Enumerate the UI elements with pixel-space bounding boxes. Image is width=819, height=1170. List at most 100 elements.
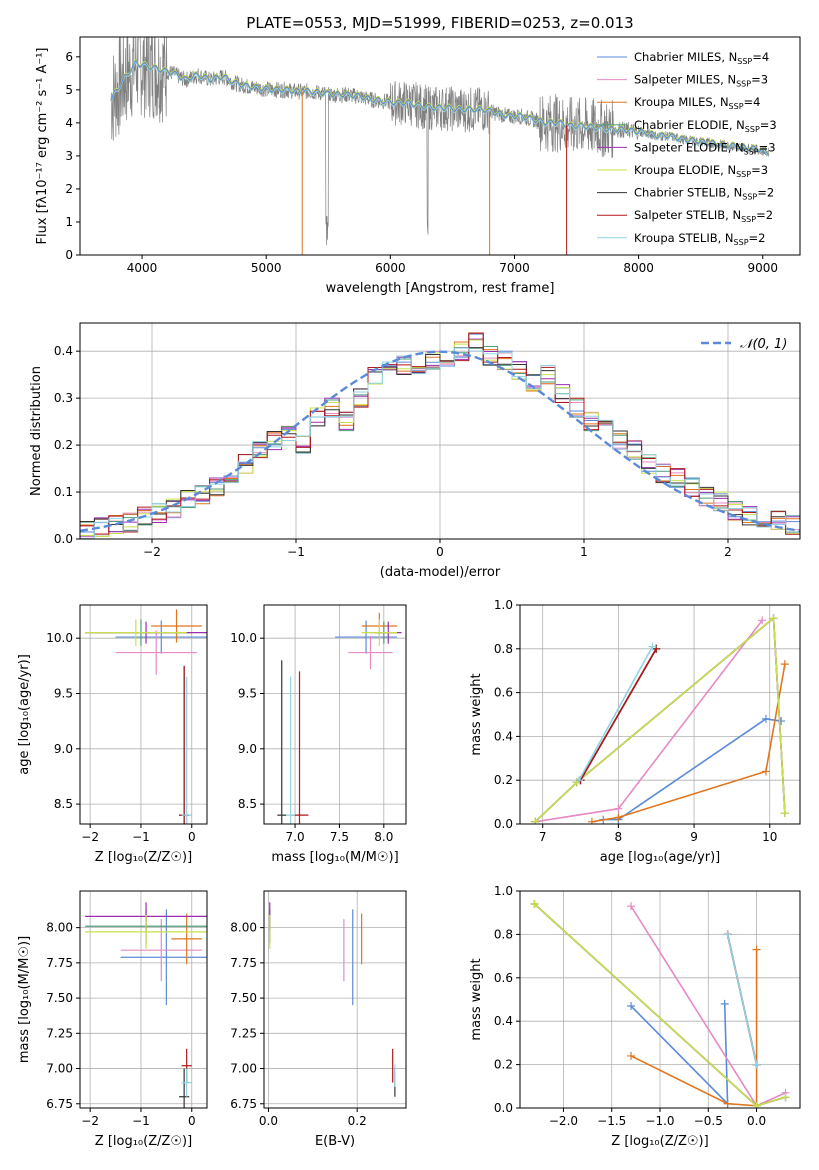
y-tick-label: 1.0: [494, 598, 513, 612]
x-axis-label: wavelength [Angstrom, rest frame]: [326, 281, 555, 296]
weight-marker-chabrier_miles: [761, 714, 770, 723]
y-tick-label: 7.50: [230, 991, 257, 1005]
weight-marker-kroupa_stelib: [752, 1060, 761, 1069]
y-tick-label: 0.2: [494, 773, 513, 787]
x-tick-label: 8: [615, 830, 623, 844]
y-tick-label: 9.0: [54, 742, 73, 756]
histogram-kroupa_stelib: [80, 347, 800, 539]
x-tick-label: 8000: [623, 261, 654, 275]
weight-line-kroupa_miles: [630, 949, 758, 1107]
x-tick-label: 6000: [375, 261, 406, 275]
y-tick-label: 0.6: [494, 971, 513, 985]
x-tick-label: −1: [132, 1114, 150, 1128]
y-tick-label: 0.2: [54, 438, 73, 452]
x-tick-label: 10: [762, 830, 777, 844]
x-tick-label: −1.0: [645, 1114, 674, 1128]
y-tick-label: 4: [65, 116, 73, 130]
weight-marker-kroupa_miles: [752, 945, 761, 954]
x-tick-label: 7.0: [286, 830, 305, 844]
weight-marker-chabrier_miles: [777, 717, 786, 726]
x-tick-label: 7: [539, 830, 547, 844]
y-tick-label: 8.5: [54, 797, 73, 811]
axes-frame: [79, 890, 208, 1109]
panel-mass_vs_ebv: 0.0 0.2 6.75 7.00 7.25 7.50 7.75 8.00 E(B-V): [230, 890, 407, 1149]
y-tick-label: 0.3: [54, 391, 73, 405]
panel-spectrum: 4000 5000 6000 7000 8000 9000 0 1 2 3 4 5 6 wavelengt…: [35, 36, 801, 296]
legend-label: 𝒩(0, 1): [740, 337, 787, 352]
y-tick-label: 0.8: [494, 927, 513, 941]
axes-frame: [79, 36, 801, 256]
weight-line-kroupa_elodie: [534, 616, 786, 823]
y-tick-label: 0: [65, 248, 73, 262]
y-tick-label: 3: [65, 149, 73, 163]
weight-marker-kroupa_elodie: [752, 1101, 761, 1108]
x-tick-label: 2: [724, 545, 732, 559]
weight-marker-chabrier_miles: [627, 1002, 636, 1011]
histogram-chabrier_stelib: [80, 347, 800, 531]
panel-weight_vs_age: 7 8 9 10 0.0 0.2 0.4 0.6 0.8 1.0 age [log₁₀(age/yr…: [469, 598, 801, 865]
x-tick-label: 4000: [127, 261, 158, 275]
y-tick-label: 9.5: [54, 686, 73, 700]
model-spectrum-kroupa_elodie: [110, 58, 770, 154]
x-tick-label: 0: [188, 830, 196, 844]
y-tick-label: 0.4: [494, 729, 513, 743]
y-tick-label: 7.75: [230, 956, 257, 970]
y-tick-label: 0.2: [494, 1058, 513, 1072]
axes-frame: [519, 604, 801, 825]
axes-frame: [79, 604, 208, 825]
x-tick-label: −2: [81, 830, 99, 844]
y-tick-label: 8.00: [230, 921, 257, 935]
weight-marker-kroupa_elodie: [780, 809, 789, 818]
weight-marker-kroupa_stelib: [723, 930, 732, 939]
spectrum-legend: Chabrier MILES, NSSP=4 Salpeter MILES, NS…: [597, 50, 777, 247]
panel-weight_vs_Z: −2.0 −1.5 −1.0 −0.5 0.0 0.0 0.2 0.4 0.6 0.8 1.0 Z […: [469, 884, 801, 1149]
weight-marker-kroupa_miles: [761, 767, 770, 776]
weight-marker-kroupa_stelib: [575, 776, 584, 785]
plot-area: [85, 609, 207, 824]
y-tick-label: 0.4: [494, 1014, 513, 1028]
weight-line-chabrier_miles: [603, 718, 782, 821]
weight-marker-salpeter_miles: [627, 902, 636, 911]
weight-marker-kroupa_miles: [723, 1099, 732, 1108]
legend-label: Kroupa STELIB, NSSP=2: [634, 231, 765, 247]
weight-marker-kroupa_miles: [587, 817, 596, 824]
x-tick-label: 9: [690, 830, 698, 844]
plot-area: [269, 902, 396, 1097]
y-tick-label: 0.0: [54, 532, 73, 546]
x-tick-label: 0.2: [348, 1114, 367, 1128]
axes-frame: [263, 890, 407, 1109]
weight-line-chabrier_miles: [630, 1003, 729, 1106]
x-axis-label: Z [log₁₀(Z/Z☉)]: [95, 850, 192, 865]
legend-label: Chabrier MILES, NSSP=4: [634, 50, 769, 66]
figure-title: PLATE=0553, MJD=51999, FIBERID=0253, z=0…: [246, 14, 633, 32]
weight-marker-chabrier_miles: [720, 999, 729, 1008]
y-tick-label: 10.0: [46, 631, 73, 645]
y-axis-label: mass weight: [469, 958, 484, 1040]
x-tick-label: −1.5: [597, 1114, 626, 1128]
y-tick-label: 0.0: [494, 817, 513, 831]
x-tick-label: 8.0: [374, 830, 393, 844]
y-tick-label: 7.50: [46, 991, 73, 1005]
y-axis-label: mass [log₁₀(M/M☉)]: [17, 936, 32, 1063]
weight-marker-salpeter_miles: [758, 616, 767, 625]
axes-frame: [263, 604, 407, 825]
y-tick-label: 1: [65, 215, 73, 229]
observed-spectrum-line: [110, 37, 770, 246]
plot-area: [80, 332, 800, 539]
y-axis-label: Normed distribution: [29, 366, 44, 496]
x-tick-label: −1: [132, 830, 150, 844]
x-axis-label: E(B-V): [315, 1134, 355, 1149]
weight-marker-kroupa_miles: [614, 813, 623, 822]
x-tick-label: 9000: [747, 261, 778, 275]
y-tick-label: 10.0: [230, 631, 257, 645]
legend-label: Chabrier ELODIE, NSSP=3: [634, 118, 777, 134]
x-tick-label: −2.0: [549, 1114, 578, 1128]
weight-marker-kroupa_elodie: [781, 1093, 790, 1102]
x-axis-label: Z [log₁₀(Z/Z☉)]: [95, 1134, 192, 1149]
y-tick-label: 6: [65, 50, 73, 64]
y-tick-label: 0.8: [494, 642, 513, 656]
y-axis-label: Flux [fλ10⁻¹⁷ erg cm⁻² s⁻¹ A⁻¹]: [35, 48, 50, 245]
panel-mass_vs_Z: −2 −1 0 6.75 7.00 7.25 7.50 7.75 8.00 Z [log₁₀(Z/…: [17, 890, 208, 1149]
plot-area: [110, 37, 770, 255]
